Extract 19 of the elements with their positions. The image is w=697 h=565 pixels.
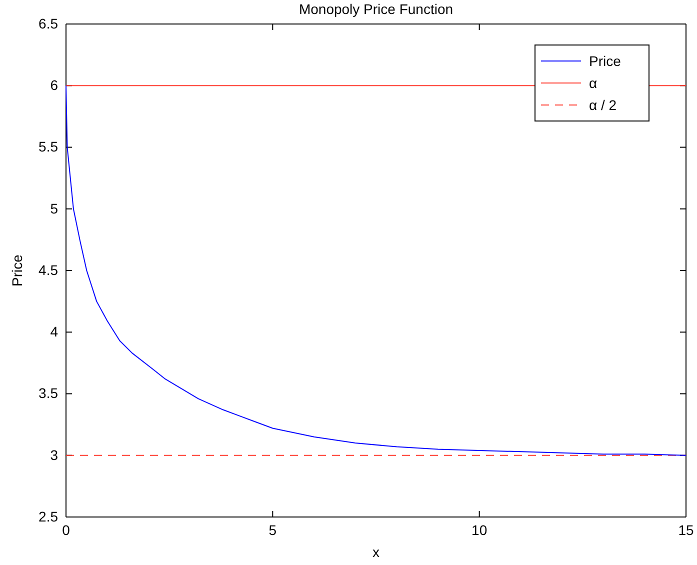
y-tick-label: 4 <box>50 324 58 340</box>
y-tick-label: 3.5 <box>38 385 58 402</box>
x-tick-label: 15 <box>678 522 694 538</box>
x-tick-label: 5 <box>268 522 277 538</box>
y-tick-label: 5.5 <box>38 138 58 155</box>
y-tick-label: 5 <box>50 200 58 216</box>
x-axis-title: x <box>372 544 380 560</box>
legend-label: Price <box>589 53 622 69</box>
y-axis-title: Price <box>9 254 25 286</box>
y-tick-label: 6.5 <box>38 15 58 32</box>
y-tick-label: 6 <box>50 77 58 94</box>
y-tick-label: 3 <box>50 446 58 463</box>
legend-label: α <box>589 75 598 91</box>
y-tick-label: 4.5 <box>38 262 58 278</box>
x-tick-label: 10 <box>472 522 488 538</box>
chart-title: Monopoly Price Function <box>298 1 454 17</box>
x-tick-label: 0 <box>62 522 70 538</box>
y-tick-label: 2.5 <box>38 508 58 524</box>
legend-label: α / 2 <box>589 97 617 113</box>
